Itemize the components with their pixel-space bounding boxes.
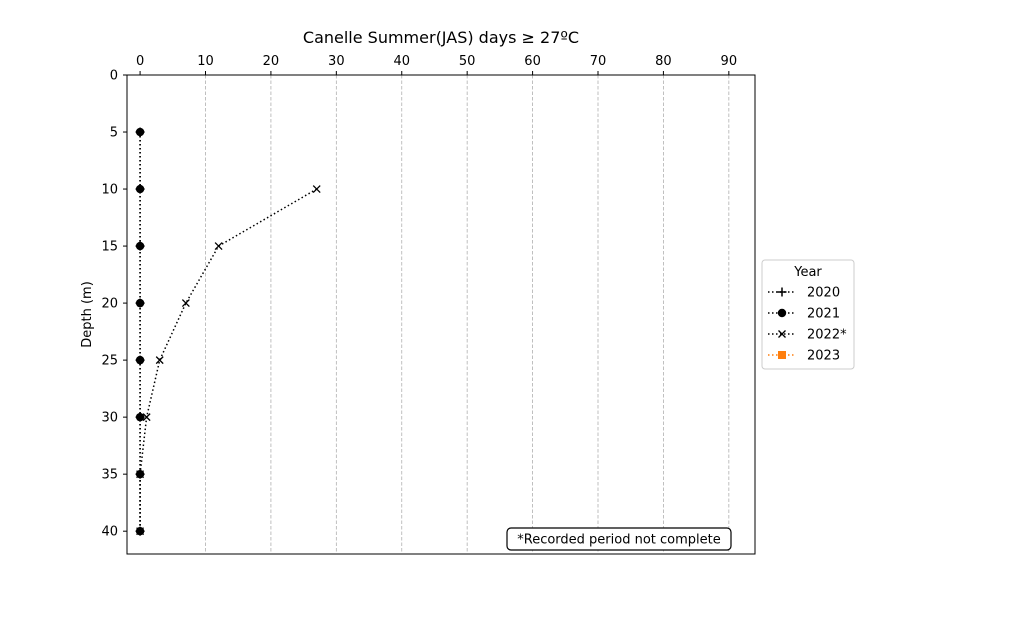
- legend-item: 2020: [768, 286, 840, 301]
- plot-frame: [126, 74, 756, 555]
- y-axis-label: Depth (m): [80, 281, 95, 348]
- data-point: [181, 299, 190, 308]
- annotation-text: *Recorded period not complete: [517, 533, 721, 548]
- x-tick-label: 20: [263, 54, 280, 69]
- legend-marker: [777, 308, 787, 318]
- x-tick-label: 70: [590, 54, 607, 69]
- x-tick-label: 40: [393, 54, 410, 69]
- y-tick-label: 40: [101, 525, 118, 540]
- x-tick-label: 50: [459, 54, 476, 69]
- data-point: [142, 413, 151, 422]
- legend-marker: [778, 351, 786, 359]
- series-layer: [135, 127, 321, 536]
- y-tick-label: 30: [101, 411, 118, 426]
- series-line: [139, 188, 318, 532]
- y-tick-label: 10: [101, 183, 118, 198]
- legend-frame: [761, 259, 855, 370]
- y-tick-label: 5: [110, 126, 118, 141]
- data-point: [135, 184, 145, 194]
- data-point: [214, 242, 223, 251]
- y-tick-label: 25: [101, 354, 118, 369]
- legend-label: 2022*: [807, 328, 847, 343]
- legend: Year 2020 2021 2022* 2023: [761, 259, 855, 370]
- x-tick-label: 10: [197, 54, 214, 69]
- data-point: [135, 412, 145, 422]
- data-point: [135, 298, 145, 308]
- legend-title: Year: [793, 265, 822, 280]
- legend-label: 2023: [807, 349, 840, 364]
- legend-marker: [778, 330, 786, 338]
- data-point: [312, 185, 321, 194]
- x-tick-label: 90: [721, 54, 738, 69]
- annotation-box: *Recorded period not complete: [506, 527, 732, 551]
- data-point: [155, 356, 164, 365]
- x-tick-label: 80: [655, 54, 672, 69]
- y-tick-label: 20: [101, 297, 118, 312]
- y-axis-ticks: 0 5 10 15 20 25 30 35 40: [101, 69, 127, 540]
- chart-title: Canelle Summer(JAS) days ≥ 27ºC: [303, 28, 579, 47]
- series-2022: [136, 185, 321, 536]
- legend-label: 2020: [807, 286, 840, 301]
- x-tick-label: 0: [136, 54, 144, 69]
- x-tick-label: 30: [328, 54, 345, 69]
- legend-label: 2021: [807, 307, 840, 322]
- y-tick-label: 15: [101, 240, 118, 255]
- legend-marker: [777, 287, 787, 297]
- y-tick-label: 35: [101, 468, 118, 483]
- data-point: [136, 527, 145, 536]
- grid-lines: [205, 75, 730, 554]
- data-point: [135, 355, 145, 365]
- data-point: [135, 241, 145, 251]
- legend-item: 2022*: [768, 328, 847, 343]
- y-tick-label: 0: [110, 69, 118, 84]
- legend-item: 2021: [768, 307, 840, 322]
- x-tick-label: 60: [524, 54, 541, 69]
- legend-item: 2023: [768, 349, 840, 364]
- data-point: [136, 470, 145, 479]
- x-axis-ticks: 0 10 20 30 40 50 60 70 80 90: [136, 54, 737, 75]
- data-point: [135, 127, 145, 137]
